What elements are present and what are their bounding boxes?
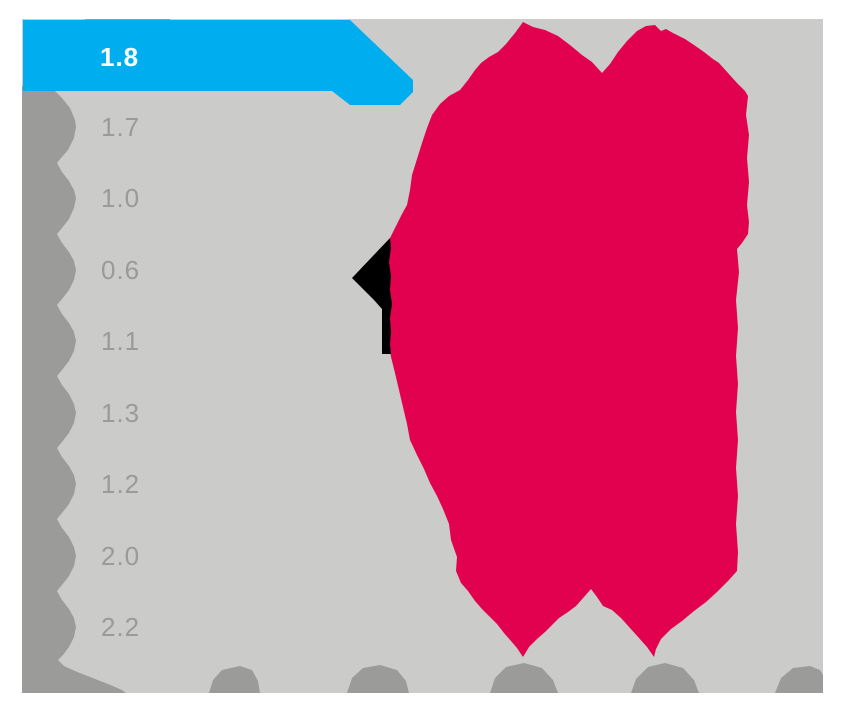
selected-row-banner[interactable]	[23, 20, 413, 105]
selector-arrow-icon	[352, 238, 392, 354]
bottom-hump-1	[209, 666, 260, 693]
row-value[interactable]: 1.2	[101, 469, 141, 499]
left-scalloped-band	[22, 86, 126, 693]
row-value[interactable]: 1.7	[101, 112, 141, 142]
row-value[interactable]: 1.3	[101, 398, 141, 428]
red-blob-graphic	[387, 22, 749, 657]
bottom-hump-4	[631, 663, 699, 693]
row-value[interactable]: 2.0	[101, 541, 141, 571]
bottom-hump-2	[347, 665, 409, 693]
selected-row-value[interactable]: 1.8	[100, 42, 140, 72]
row-value[interactable]: 2.2	[101, 612, 141, 642]
row-value[interactable]: 1.0	[101, 183, 141, 213]
row-value[interactable]: 1.1	[101, 326, 141, 356]
row-value[interactable]: 0.6	[101, 255, 141, 285]
bottom-hump-3	[490, 663, 558, 693]
bottom-hump-5	[775, 666, 823, 693]
